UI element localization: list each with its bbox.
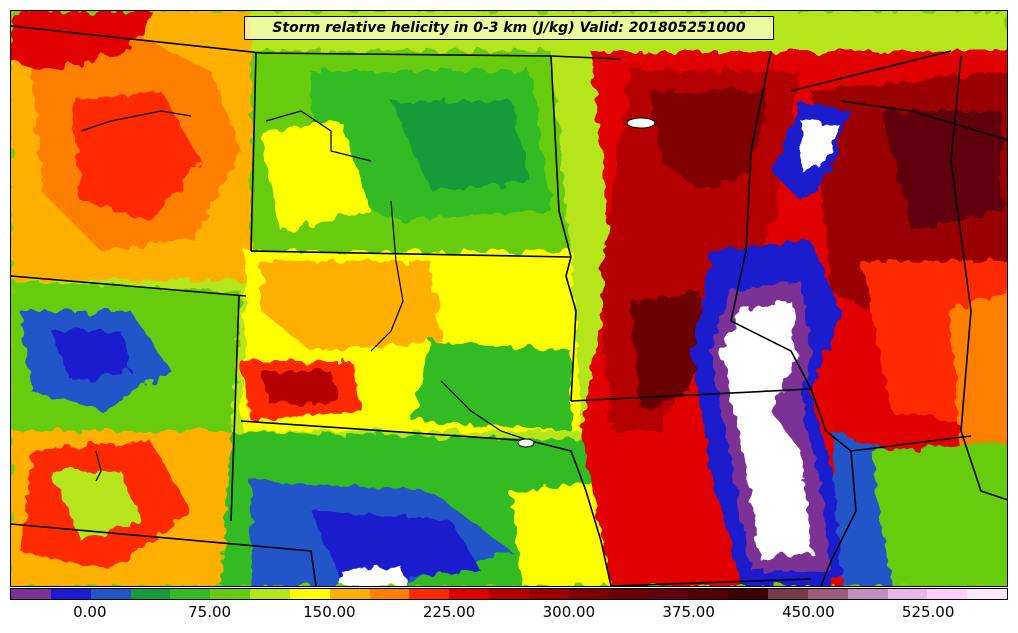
colorbar-tick-label: 225.00: [422, 603, 476, 621]
colorbar-cell: [528, 589, 569, 599]
colorbar-cell: [847, 589, 888, 599]
colorbar-cell: [11, 589, 51, 599]
colorbar: [10, 588, 1008, 600]
rivers: [80, 110, 532, 482]
map-panel: [10, 10, 1008, 587]
colorbar-cell: [688, 589, 729, 599]
colorbar-cell: [927, 589, 968, 599]
field-contours: [11, 11, 1007, 586]
map-title: Storm relative helicity in 0-3 km (J/kg)…: [244, 16, 774, 40]
colorbar-cell: [807, 589, 848, 599]
colorbar-cell: [887, 589, 928, 599]
colorbar-cell: [289, 589, 330, 599]
colorbar-tick-label: 0.00: [73, 603, 107, 621]
colorbar-cell: [768, 589, 808, 599]
colorbar-cell: [369, 589, 410, 599]
colorbar-cell: [608, 589, 649, 599]
colorbar-cell: [489, 589, 529, 599]
colorbar-cell: [568, 589, 609, 599]
colorbar-cell: [409, 589, 450, 599]
colorbar-cell: [210, 589, 251, 599]
colorbar-tick-label: 525.00: [901, 603, 955, 621]
colorbar-cell: [170, 589, 211, 599]
colorbar-cell: [449, 589, 490, 599]
colorbar-labels: 0.00 75.00 150.00 225.00 300.00 375.00 450.00 5…: [10, 601, 1008, 625]
colorbar-tick-label: 375.00: [662, 603, 715, 621]
colorbar-cell: [250, 589, 290, 599]
lakes: [517, 117, 656, 448]
colorbar-cell: [90, 589, 131, 599]
colorbar-cell: [648, 589, 689, 599]
colorbar-cell: [329, 589, 370, 599]
colorbar-cell: [50, 589, 91, 599]
colorbar-tick-label: 300.00: [542, 603, 596, 621]
colorbar-tick-label: 150.00: [303, 603, 356, 621]
colorbar-tick-label: 450.00: [782, 603, 835, 621]
colorbar-cell: [130, 589, 171, 599]
colorbar-cell: [728, 589, 769, 599]
helicity-map: [11, 11, 1007, 586]
colorbar-cell: [967, 589, 1008, 599]
state-boundaries: [11, 25, 1007, 586]
colorbar-tick-label: 75.00: [188, 603, 232, 621]
